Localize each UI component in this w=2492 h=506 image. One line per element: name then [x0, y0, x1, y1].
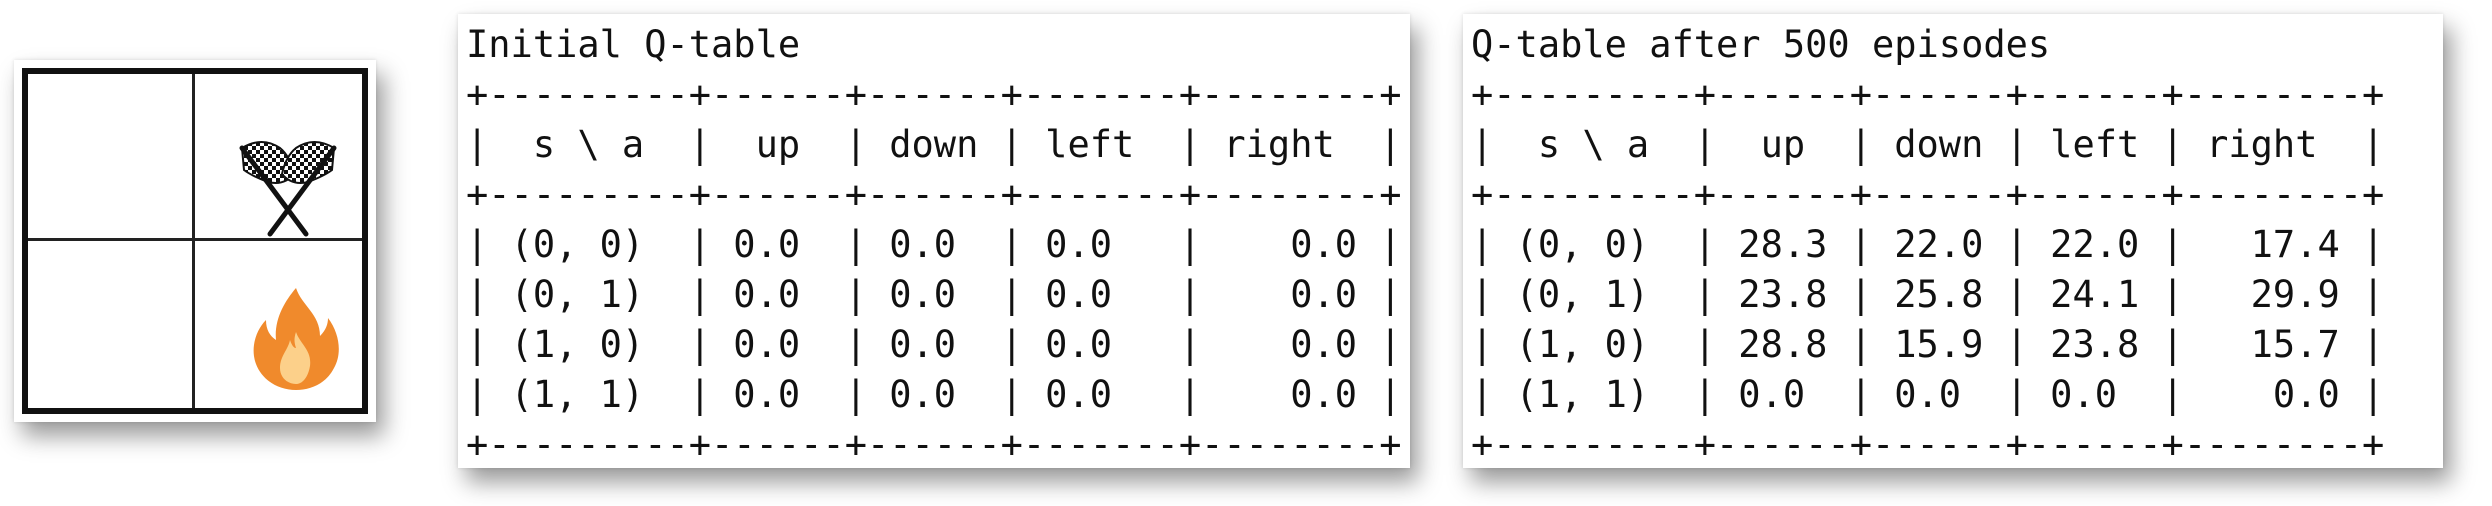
checkered-flags-icon: [239, 141, 337, 237]
table-title: Initial Q-table: [466, 23, 801, 66]
initial-q-table-card: Initial Q-table +---------+------+------…: [458, 14, 1410, 468]
table-title: Q-table after 500 episodes: [1471, 23, 2051, 66]
q-table-ascii: +---------+------+------+------+--------…: [1471, 73, 2385, 466]
q-table-ascii: +---------+------+------+-------+-------…: [466, 73, 1402, 466]
grid-world-card: [14, 60, 376, 422]
trained-q-table-card: Q-table after 500 episodes +---------+--…: [1463, 14, 2443, 468]
grid-divider-vertical: [192, 74, 195, 408]
grid-world: [22, 68, 368, 414]
grid-divider-horizontal: [28, 238, 362, 241]
fire-icon: [253, 288, 339, 390]
